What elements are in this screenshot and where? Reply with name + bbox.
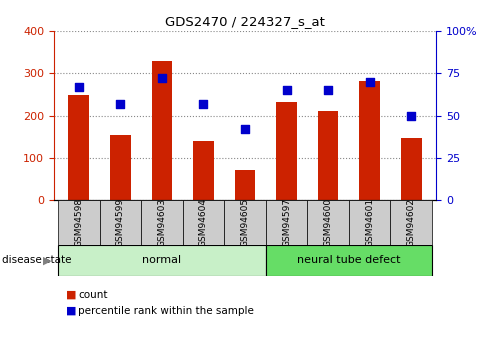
- Text: GSM94603: GSM94603: [157, 198, 167, 247]
- Point: [324, 87, 332, 93]
- Point: [75, 84, 83, 90]
- Bar: [99, 200, 141, 245]
- Bar: [266, 245, 432, 276]
- Bar: [276, 102, 297, 200]
- Text: count: count: [78, 290, 108, 300]
- Point: [366, 79, 373, 85]
- Point: [283, 87, 291, 93]
- Point: [407, 113, 415, 118]
- Text: GSM94602: GSM94602: [407, 198, 416, 247]
- Bar: [151, 61, 172, 200]
- Text: GSM94597: GSM94597: [282, 198, 291, 247]
- Text: ■: ■: [66, 306, 76, 315]
- Text: GSM94601: GSM94601: [365, 198, 374, 247]
- Point: [158, 76, 166, 81]
- Bar: [401, 138, 421, 200]
- Bar: [58, 200, 99, 245]
- Bar: [110, 135, 131, 200]
- Bar: [266, 200, 307, 245]
- Bar: [69, 95, 89, 200]
- Text: ■: ■: [66, 290, 76, 300]
- Point: [199, 101, 207, 107]
- Bar: [307, 200, 349, 245]
- Bar: [183, 200, 224, 245]
- Text: GSM94604: GSM94604: [199, 198, 208, 247]
- Bar: [193, 141, 214, 200]
- Text: GDS2470 / 224327_s_at: GDS2470 / 224327_s_at: [165, 16, 325, 29]
- Point: [241, 126, 249, 132]
- Bar: [235, 170, 255, 200]
- Bar: [359, 81, 380, 200]
- Text: disease state: disease state: [2, 256, 72, 265]
- Text: percentile rank within the sample: percentile rank within the sample: [78, 306, 254, 315]
- Bar: [58, 245, 266, 276]
- Bar: [349, 200, 391, 245]
- Bar: [318, 111, 339, 200]
- Text: GSM94599: GSM94599: [116, 198, 125, 247]
- Text: ▶: ▶: [43, 256, 51, 265]
- Text: GSM94605: GSM94605: [241, 198, 249, 247]
- Bar: [224, 200, 266, 245]
- Text: normal: normal: [143, 256, 181, 265]
- Text: GSM94600: GSM94600: [323, 198, 333, 247]
- Bar: [141, 200, 183, 245]
- Text: GSM94598: GSM94598: [74, 198, 83, 247]
- Bar: [391, 200, 432, 245]
- Point: [117, 101, 124, 107]
- Text: neural tube defect: neural tube defect: [297, 256, 401, 265]
